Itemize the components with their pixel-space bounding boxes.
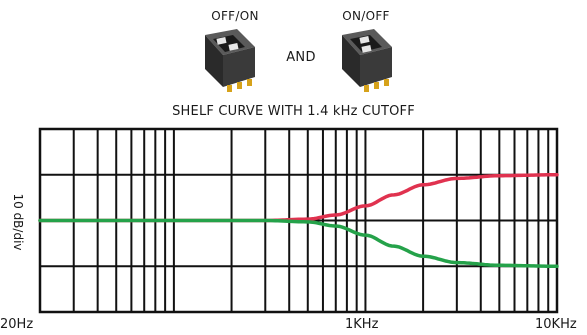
chart-title: SHELF CURVE WITH 1.4 kHz CUTOFF — [172, 104, 415, 119]
x-tick-label: 1KHz — [345, 317, 379, 332]
left-switch-label: OFF/ON — [211, 9, 259, 23]
cut-shelf-curve — [38, 218, 559, 269]
x-tick-label: 10KHz — [535, 317, 577, 332]
boost-shelf-curve — [38, 173, 559, 223]
dip-switch-off-on-icon — [205, 29, 255, 92]
and-connector-label: AND — [286, 50, 316, 65]
right-switch-label: ON/OFF — [342, 9, 390, 23]
dip-switch-on-off-icon — [342, 29, 392, 92]
x-tick-label: 20Hz — [0, 317, 34, 332]
